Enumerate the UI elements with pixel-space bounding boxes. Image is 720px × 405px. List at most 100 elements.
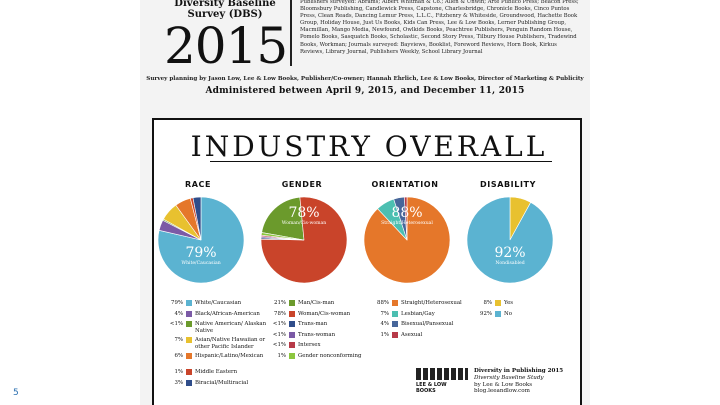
legend-label: Black/African-American — [195, 310, 260, 317]
legend-swatch — [289, 300, 295, 306]
legend-percent: 4% — [380, 321, 389, 327]
legend-swatch — [392, 321, 398, 327]
legend-label: Yes — [504, 300, 514, 306]
header-divider — [290, 0, 292, 66]
gender-center-caption: Woman/Cis-woman — [282, 220, 326, 226]
race-legend-item: 6% Hispanic/Latino/Mexican — [174, 353, 267, 360]
gender-legend-item: 21% Man/Cis-man — [274, 300, 370, 307]
disability-heading: DISABILITY — [480, 180, 536, 189]
gender-heading: GENDER — [281, 180, 323, 189]
slide-number: 5 — [13, 388, 19, 398]
study-title: Diversity Baseline Survey (DBS) — [170, 0, 280, 20]
legend-swatch — [186, 369, 192, 375]
industry-overall-panel: INDUSTRY OVERALL RACE GENDER ORIENTATION… — [152, 118, 582, 405]
legend-label: White/Caucasian — [195, 300, 242, 306]
legend-label: Lesbian/Gay — [401, 310, 435, 317]
orientation-slice-3 — [403, 196, 408, 241]
race-heading: RACE — [184, 180, 212, 189]
legend-swatch — [289, 310, 295, 317]
legend-swatch — [186, 321, 192, 327]
study-title-line: Survey (DBS) — [187, 9, 263, 20]
legend-percent: 88% — [377, 300, 389, 306]
legend-swatch — [495, 310, 501, 317]
footer-line: Diversity in Publishing 2015 — [474, 368, 564, 374]
footer-line: by Lee & Low Books — [474, 381, 533, 388]
orientation-legend-item: 1% Asexual — [380, 331, 473, 339]
legend-swatch — [186, 300, 192, 306]
legend-percent: 79% — [171, 300, 183, 306]
legend-label: Gender nonconforming — [298, 352, 362, 359]
gender-slice-5 — [260, 232, 305, 241]
footer-line: blog.leeandlow.com — [474, 388, 530, 395]
legend-label: Asexual — [401, 331, 423, 338]
race-center-value: 79% — [185, 245, 216, 261]
race-legend-item: 79% White/Caucasian — [171, 300, 267, 307]
legend-swatch — [186, 310, 192, 317]
legend-swatch — [289, 331, 295, 338]
legend-swatch — [392, 331, 398, 338]
race-slice-6 — [192, 196, 202, 241]
legend-percent: 7% — [174, 337, 183, 343]
legend-swatch — [289, 342, 295, 348]
disability-slice-1 — [466, 196, 554, 284]
chart-title: INDUSTRY OVERALL — [190, 130, 548, 163]
disability-legend-item: 92% No — [480, 310, 576, 318]
legend-swatch — [392, 310, 398, 317]
legend-percent: 3% — [174, 379, 183, 386]
legend-label: Woman/Cis-woman — [298, 310, 351, 317]
legend-label: Biracial/Multiracial — [195, 379, 249, 386]
legend-label: No — [504, 310, 512, 317]
legend-percent: 1% — [174, 369, 183, 375]
gender-legend-item: <1% Intersex — [273, 342, 370, 349]
legend-label: Native American/ Alaskan Native — [195, 321, 267, 334]
legend-percent: <1% — [272, 331, 286, 338]
legend-percent: <1% — [169, 321, 183, 327]
gender-legend-item: 78% Woman/Cis-woman — [274, 310, 370, 318]
legend-percent: 92% — [480, 310, 492, 317]
legend-percent: 21% — [274, 300, 286, 306]
legend-percent: 6% — [174, 353, 183, 359]
legend-swatch — [289, 352, 295, 359]
gender-center-value: 78% — [288, 205, 319, 221]
race-center-caption: White/Caucasian — [181, 260, 220, 266]
footer-credit: Diversity in Publishing 2015 Diversity B… — [474, 368, 563, 395]
disability-legend-item: 8% Yes — [483, 300, 576, 307]
disability-pie: 92%Nondisabled — [466, 196, 554, 284]
legend-percent: <1% — [272, 342, 286, 348]
legend-percent: 1% — [380, 331, 389, 338]
lee-low-logo: LEE & LOW BOOKS — [416, 368, 468, 394]
publishers-surveyed: Publishers surveyed: Abrams; Albert Whit… — [300, 0, 579, 55]
race-legend-item: <1% Native American/ Alaskan Native — [170, 321, 267, 334]
books-logo-icon — [416, 368, 468, 380]
orientation-pie: 88%Straight/Heterosexual — [363, 196, 451, 284]
legend-percent: 7% — [380, 310, 389, 317]
legend-percent: 8% — [483, 300, 492, 306]
disability-center-caption: Nondisabled — [495, 260, 524, 266]
gender-legend-item: <1% Trans-man — [273, 321, 370, 328]
gender-legend-item: 1% Gender nonconforming — [277, 352, 370, 360]
orientation-center-caption: Straight/Heterosexual — [381, 220, 433, 226]
logo-text: LEE & LOW BOOKS — [416, 382, 447, 394]
legend-swatch — [186, 337, 192, 343]
legend-label: Trans-man — [298, 321, 328, 327]
legend-swatch — [495, 300, 501, 306]
legend-label: Middle Eastern — [195, 369, 238, 375]
legend-percent: 4% — [174, 310, 183, 317]
race-legend-item: 3% Biracial/Multiracial — [174, 379, 267, 387]
gender-pie: 78%Woman/Cis-woman — [260, 196, 348, 284]
infographic-poster: Diversity Baseline Survey (DBS) 2015 Pub… — [140, 0, 590, 405]
legend-swatch — [392, 300, 398, 306]
race-legend-item: 1% Middle Eastern — [174, 369, 267, 376]
title-rule — [210, 161, 552, 162]
race-slice-0 — [157, 196, 245, 284]
legend-percent: 1% — [277, 352, 286, 359]
survey-planning-credit: Survey planning by Jason Low, Lee & Low … — [146, 76, 584, 82]
orientation-legend-item: 4% Bisexual/Pansexual — [380, 321, 473, 328]
race-pie: 79%White/Caucasian — [157, 196, 245, 284]
survey-year: 2015 — [164, 17, 288, 75]
legend-label: Bisexual/Pansexual — [401, 321, 454, 327]
legend-swatch — [186, 353, 192, 359]
legend-label: Hispanic/Latino/Mexican — [195, 353, 264, 359]
footer-line: Diversity Baseline Study — [474, 374, 544, 381]
orientation-legend-item: 88% Straight/Heterosexual — [377, 300, 473, 307]
